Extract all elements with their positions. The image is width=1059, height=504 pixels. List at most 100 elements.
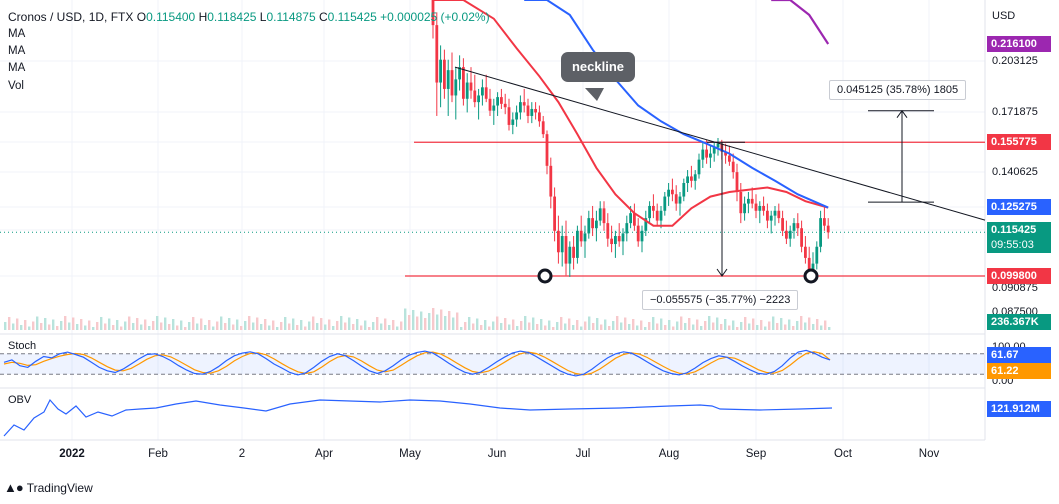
volume-bar xyxy=(140,324,143,330)
volume-bar xyxy=(172,319,175,330)
volume-bar xyxy=(460,327,463,330)
x-tick: Sep xyxy=(745,448,767,460)
candle-body xyxy=(557,230,560,253)
volume-bar xyxy=(388,325,391,330)
volume-bar xyxy=(448,311,451,330)
candle-body xyxy=(500,97,503,104)
candle-body xyxy=(568,246,572,264)
volume-bar xyxy=(292,318,295,330)
candle-body xyxy=(648,205,651,219)
symbol-header: Cronos / USD, 1D, FTX O0.115400 H0.11842… xyxy=(8,10,490,24)
volume-bar xyxy=(400,321,403,330)
volume-bars xyxy=(4,308,831,330)
volume-bar xyxy=(464,322,467,330)
indicator-ma-1[interactable]: MA xyxy=(8,28,26,40)
neckline-callout: neckline xyxy=(561,52,635,82)
candle-body xyxy=(781,218,784,231)
indicator-ma-3[interactable]: MA xyxy=(8,62,26,74)
bottom-marker-2 xyxy=(803,268,819,284)
volume-bar xyxy=(204,325,207,330)
stoch-d-line xyxy=(3,351,831,376)
volume-bar xyxy=(240,326,243,330)
volume-bar xyxy=(488,326,491,330)
volume-bar xyxy=(756,325,759,330)
x-tick: Jul xyxy=(575,448,591,460)
volume-bar xyxy=(16,318,19,330)
volume-bar xyxy=(480,325,483,330)
change-value: +0.000025 (+0.02%) xyxy=(380,10,490,24)
volume-bar xyxy=(336,321,339,330)
candle-body xyxy=(686,176,689,184)
candle-body xyxy=(621,233,625,242)
volume-bar xyxy=(300,320,303,330)
indicator-vol[interactable]: Vol xyxy=(8,80,24,92)
obv-badge: 121.912M xyxy=(987,401,1051,417)
volume-bar xyxy=(88,320,91,330)
stoch-pane xyxy=(0,349,985,377)
volume-bar xyxy=(580,326,583,330)
volume-bar xyxy=(364,320,367,330)
volume-bar xyxy=(100,317,103,330)
volume-bar xyxy=(824,320,827,330)
candle-body xyxy=(754,203,758,211)
volume-bar xyxy=(168,324,171,330)
candle-body xyxy=(674,194,678,204)
stoch-k-line xyxy=(3,349,831,377)
horizontal-levels xyxy=(0,141,985,277)
volume-bar xyxy=(656,323,659,330)
volume-bar xyxy=(648,322,651,330)
volume-bar xyxy=(784,324,787,330)
volume-bar xyxy=(348,317,351,330)
volume-bar xyxy=(408,315,411,330)
volume-bar xyxy=(512,319,515,330)
price-badge-resistance: 0.155775 xyxy=(987,134,1051,150)
drawings xyxy=(454,66,986,284)
price-tick: 0.090875 xyxy=(992,282,1038,294)
candle-body xyxy=(712,147,716,154)
volume-bar xyxy=(268,325,271,330)
volume-bar xyxy=(4,322,7,330)
volume-bar xyxy=(164,317,167,330)
volume-bar xyxy=(316,323,319,330)
candle-body xyxy=(462,67,465,99)
volume-bar xyxy=(712,322,715,330)
volume-bar xyxy=(44,318,47,330)
volume-bar xyxy=(540,319,543,330)
currency-label: USD xyxy=(992,10,1016,22)
volume-bar xyxy=(264,319,267,330)
volume-bar xyxy=(224,323,227,330)
volume-bar xyxy=(560,317,563,330)
volume-bar xyxy=(500,323,503,330)
candle-body xyxy=(747,198,750,204)
volume-bar xyxy=(748,323,751,330)
volume-bar xyxy=(392,320,395,330)
candle-body xyxy=(591,218,594,229)
volume-bar xyxy=(404,308,407,330)
indicator-ma-2[interactable]: MA xyxy=(8,45,26,57)
volume-bar xyxy=(344,322,347,330)
volume-bar xyxy=(304,326,307,330)
volume-bar xyxy=(688,318,691,330)
candle-body xyxy=(587,218,591,234)
volume-bar xyxy=(396,326,399,330)
candle-body xyxy=(598,208,602,221)
volume-bar xyxy=(76,324,79,330)
volume-bar xyxy=(144,319,147,330)
x-tick: Apr xyxy=(315,448,333,460)
price-badge-ma200: 0.216100 xyxy=(987,36,1051,52)
candle-body xyxy=(716,143,720,148)
candle-body xyxy=(671,189,674,195)
candles xyxy=(431,0,830,277)
volume-bar xyxy=(704,321,707,330)
candle-body xyxy=(705,149,708,158)
volume-bar xyxy=(444,316,447,330)
volume-bar xyxy=(640,320,643,330)
candle-body xyxy=(762,205,765,211)
stoch-k-badge: 61.67 xyxy=(987,347,1051,363)
candle-body xyxy=(484,87,488,99)
tradingview-logo[interactable]: ▲● TradingView xyxy=(4,480,93,495)
open-label: O xyxy=(136,10,147,24)
candle-body xyxy=(602,208,606,224)
volume-bar xyxy=(296,325,299,330)
